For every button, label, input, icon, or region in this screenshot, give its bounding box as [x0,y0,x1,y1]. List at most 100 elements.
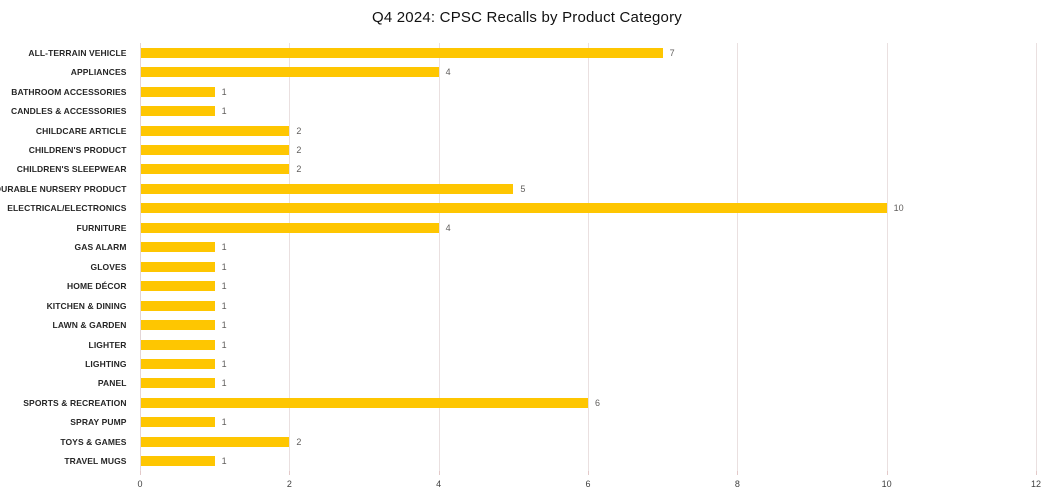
value-label: 1 [221,417,227,428]
value-label: 5 [520,183,526,194]
bar-row: KITCHEN & DINING 1 [47,296,1036,315]
bar [141,358,215,369]
value-label: 2 [296,436,302,447]
bar-row: SPRAY PUMP 1 [70,413,1036,432]
bar-row: CHILDCARE ARTICLE 2 [36,121,1036,140]
category-label: TOYS & GAMES [60,436,127,447]
value-label: 2 [296,144,302,155]
category-label: LIGHTING [85,358,127,369]
bar [141,417,215,428]
category-label: GLOVES [90,261,127,272]
value-label: 6 [595,397,601,408]
x-axis-tick-label: 12 [1030,479,1042,489]
bar-row: LIGHTING 1 [85,354,1036,373]
bar [141,125,290,136]
bar [141,300,215,311]
plot-area: 0 2 4 6 8 10 12 ALL-TERRAIN VEHICLE 7 APPLIANCES 4… [0,43,1041,489]
value-label: 1 [221,300,227,311]
gridline [289,43,291,471]
category-label: ELECTRICAL/ELECTRONICS [7,203,127,214]
category-label: DURABLE NURSERY PRODUCT [0,183,127,194]
x-axis-tick-mark [438,471,440,475]
value-label: 1 [221,106,227,117]
value-label: 1 [221,358,227,369]
bar-row: LAWN & GARDEN 1 [53,315,1036,334]
value-label: 4 [445,67,451,78]
bar [141,86,215,97]
bar [141,106,215,117]
gridline [1036,43,1037,471]
x-axis-tick-mark [289,471,291,475]
bar [141,397,588,408]
value-label: 1 [221,261,227,272]
x-axis-tick-mark [737,471,739,475]
x-axis-tick-label: 6 [585,479,591,489]
category-label: KITCHEN & DINING [46,300,127,311]
value-label: 1 [221,281,227,292]
x-axis-tick-label: 2 [286,479,292,489]
x-axis-tick-label: 4 [436,479,442,489]
category-label: CHILDCARE ARTICLE [35,125,127,136]
category-label: FURNITURE [76,222,127,233]
category-label: CANDLES & ACCESSORIES [10,106,127,117]
bar-row: TOYS & GAMES 2 [60,432,1036,451]
category-label: SPORTS & RECREATION [23,397,127,408]
gridline [737,43,739,471]
bar-row: APPLIANCES 4 [71,62,1036,81]
category-label: LIGHTER [88,339,127,350]
x-axis-tick-label: 10 [881,479,892,489]
bar [141,67,439,78]
x-axis-tick-mark [140,471,141,475]
category-label: CHILDREN'S SLEEPWEAR [16,164,127,175]
x-axis-tick-label: 8 [734,479,740,489]
value-label: 1 [221,320,227,331]
category-label: BATHROOM ACCESSORIES [11,86,127,97]
bar [141,339,215,350]
bar-row: CANDLES & ACCESSORIES 1 [11,101,1036,120]
bar [141,47,663,58]
category-label: CHILDREN'S PRODUCT [28,144,127,155]
category-label: APPLIANCES [70,67,127,78]
x-axis-tick-mark [588,471,589,475]
bar-row: HOME DÉCOR 1 [67,276,1036,295]
gridline [886,43,888,471]
bar [141,281,215,292]
x-axis-tick-mark [886,471,888,475]
category-label: ALL-TERRAIN VEHICLE [28,47,127,58]
bar [141,320,215,331]
bar-row: PANEL 1 [98,374,1036,393]
bar-row: ELECTRICAL/ELECTRONICS 10 [7,199,1036,218]
bar [141,164,290,175]
category-label: PANEL [97,378,127,389]
value-label: 1 [221,456,227,467]
bar [141,436,290,447]
category-label: HOME DÉCOR [67,281,127,292]
bar [141,242,215,253]
bar-row: ALL-TERRAIN VEHICLE 7 [28,43,1036,62]
chart-title: Q4 2024: CPSC Recalls by Product Categor… [371,9,682,26]
value-label: 7 [669,47,675,58]
value-label: 1 [221,339,227,350]
bar [141,261,215,272]
bar-row: FURNITURE 4 [77,218,1036,237]
category-label: LAWN & GARDEN [52,320,127,331]
bar [141,144,290,155]
y-axis-line [140,43,141,471]
bar-row: CHILDREN'S PRODUCT 2 [29,140,1036,159]
bar-row: GAS ALARM 1 [75,238,1036,257]
category-label: TRAVEL MUGS [64,456,127,467]
value-label: 1 [221,378,227,389]
value-label: 10 [893,203,904,214]
value-label: 2 [296,125,302,136]
category-label: SPRAY PUMP [70,417,127,428]
bar [141,183,514,194]
bar-row: TRAVEL MUGS 1 [64,452,1036,471]
value-label: 1 [221,242,227,253]
bar [141,203,887,214]
gridline [438,43,440,471]
bar-row: DURABLE NURSERY PRODUCT 5 [0,179,1036,198]
bar [141,222,439,233]
bar-row: BATHROOM ACCESSORIES 1 [11,82,1036,101]
value-label: 4 [445,222,451,233]
bar-row: SPORTS & RECREATION 6 [23,393,1036,412]
